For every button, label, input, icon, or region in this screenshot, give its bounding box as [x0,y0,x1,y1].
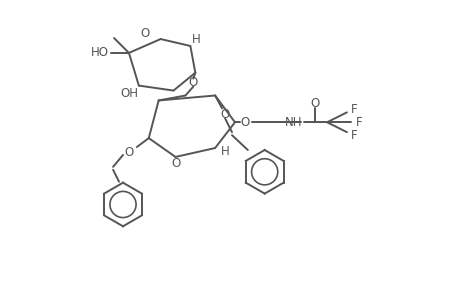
Text: H: H [191,32,200,46]
Text: NH: NH [284,116,302,129]
Text: O: O [124,146,133,160]
Text: O: O [240,116,249,129]
Text: F: F [355,116,361,129]
Text: O: O [140,27,149,40]
Text: H: H [220,146,229,158]
Text: O: O [220,108,229,121]
Text: HO: HO [91,46,109,59]
Text: O: O [310,97,319,110]
Text: OH: OH [121,87,139,100]
Text: F: F [350,103,356,116]
Text: O: O [170,158,180,170]
Text: O: O [188,76,197,89]
Text: F: F [350,129,356,142]
